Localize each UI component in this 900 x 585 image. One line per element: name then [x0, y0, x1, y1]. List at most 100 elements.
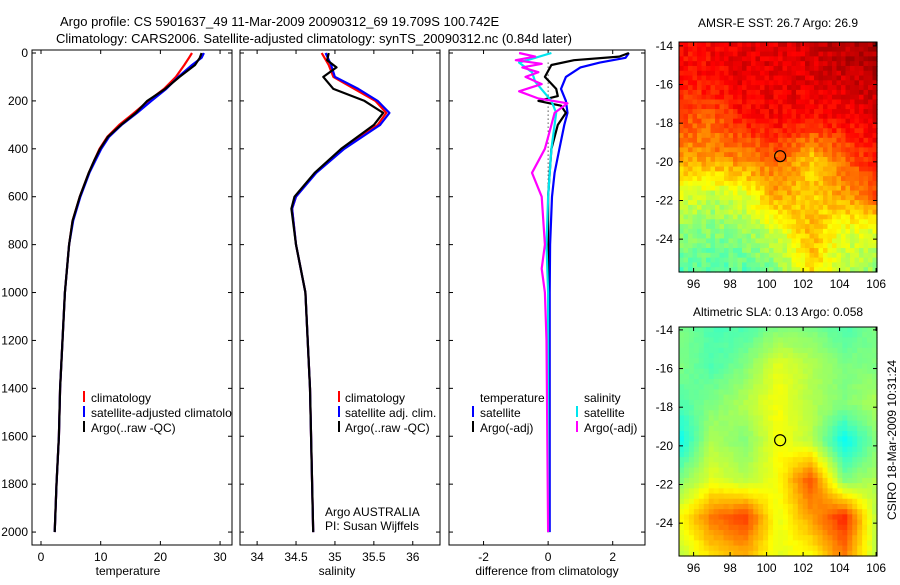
heatmap-cell — [817, 415, 824, 422]
heatmap-cell — [713, 519, 720, 526]
heatmap-cell — [809, 113, 815, 120]
heatmap-cell — [764, 152, 770, 158]
heatmap-cell — [748, 462, 754, 469]
heatmap-cell — [847, 410, 853, 417]
heatmap-cell — [710, 248, 716, 254]
heatmap-cell — [841, 99, 847, 105]
heatmap-cell — [733, 550, 739, 557]
y-tick-label: 800 — [8, 238, 28, 252]
heatmap-cell — [748, 431, 754, 437]
heatmap-cell — [857, 327, 863, 333]
heatmap-cell — [842, 342, 848, 349]
heatmap-cell — [719, 262, 725, 268]
heatmap-cell — [737, 42, 743, 48]
heatmap-cell — [758, 472, 764, 479]
heatmap-cell — [805, 190, 811, 196]
heatmap-cell — [715, 224, 721, 230]
heatmap-cell — [706, 171, 712, 177]
heatmap-cell — [836, 118, 842, 125]
heatmap-cell — [854, 99, 860, 105]
heatmap-cell — [733, 483, 739, 489]
heatmap-cell — [728, 529, 735, 536]
heatmap-cell — [814, 133, 820, 139]
heatmap-cell — [814, 209, 820, 216]
heatmap-cell — [814, 137, 820, 144]
heatmap-cell — [836, 176, 842, 182]
heatmap-cell — [753, 379, 759, 385]
heatmap-cell — [763, 425, 769, 432]
heatmap-cell — [748, 483, 754, 489]
heatmap-cell — [703, 363, 710, 370]
heatmap-cell — [679, 157, 685, 163]
heatmap-cell — [845, 195, 851, 201]
heatmap-cell — [679, 399, 685, 406]
heatmap-cell — [850, 109, 856, 115]
heatmap-cell — [868, 195, 874, 201]
heatmap-cell — [814, 176, 820, 182]
heatmap-cell — [768, 384, 774, 391]
heatmap-cell — [713, 550, 720, 557]
heatmap-cell — [683, 142, 689, 149]
heatmap-cell — [832, 224, 838, 230]
heatmap-cell — [738, 545, 744, 552]
heatmap-cell — [782, 477, 789, 484]
heatmap-cell — [845, 161, 851, 168]
heatmap-cell — [796, 238, 802, 244]
heatmap-cell — [854, 89, 860, 96]
heatmap-cell — [692, 147, 698, 153]
heatmap-cell — [769, 137, 775, 144]
heatmap-cell — [814, 200, 820, 206]
heatmap-cell — [823, 42, 829, 48]
heatmap-cell — [807, 353, 814, 359]
heatmap-cell — [863, 185, 869, 192]
heatmap-cell — [768, 483, 774, 489]
heatmap-cell — [854, 147, 860, 153]
heatmap-cell — [807, 483, 814, 489]
heatmap-cell — [807, 425, 814, 432]
heatmap-cell — [748, 441, 754, 448]
heatmap-cell — [832, 252, 838, 259]
heatmap-cell — [827, 152, 833, 158]
heatmap-cell — [710, 185, 716, 192]
heatmap-cell — [710, 238, 716, 244]
heatmap-cell — [746, 171, 752, 177]
heatmap-cell — [728, 535, 735, 541]
heatmap-cell — [769, 238, 775, 244]
heatmap-cell — [703, 353, 710, 359]
heatmap-cell — [769, 180, 775, 187]
heatmap-cell — [807, 384, 814, 391]
heatmap-cell — [755, 56, 761, 62]
heatmap-cell — [719, 142, 725, 149]
heatmap-cell — [706, 42, 712, 48]
heatmap-cell — [863, 195, 869, 201]
heatmap-cell — [836, 147, 842, 153]
heatmap-cell — [688, 190, 694, 196]
heatmap-cell — [773, 498, 779, 505]
heatmap-cell — [778, 99, 784, 105]
heatmap-cell — [787, 176, 793, 182]
heatmap-cell — [859, 46, 865, 53]
heatmap-cell — [778, 550, 784, 557]
heatmap-cell — [723, 535, 730, 541]
heatmap-cell — [758, 503, 764, 510]
heatmap-cell — [818, 262, 824, 268]
heatmap-cell — [800, 133, 806, 139]
heatmap-cell — [812, 514, 819, 521]
heatmap-cell — [872, 368, 878, 375]
heatmap-cell — [719, 61, 725, 67]
heatmap-cell — [805, 152, 811, 158]
heatmap-cell — [706, 152, 712, 158]
heatmap-cell — [796, 51, 802, 57]
heatmap-cell — [718, 389, 725, 396]
heatmap-cell — [768, 410, 774, 417]
heatmap-cell — [778, 488, 784, 495]
heatmap-cell — [742, 142, 748, 149]
heatmap-cell — [742, 51, 748, 57]
heatmap-cell — [857, 353, 863, 359]
heatmap-cell — [809, 104, 815, 110]
heatmap-cell — [778, 410, 784, 417]
heatmap-cell — [802, 363, 809, 370]
heatmap-cell — [723, 550, 730, 557]
heatmap-cell — [850, 137, 856, 144]
heatmap-cell — [746, 147, 752, 153]
